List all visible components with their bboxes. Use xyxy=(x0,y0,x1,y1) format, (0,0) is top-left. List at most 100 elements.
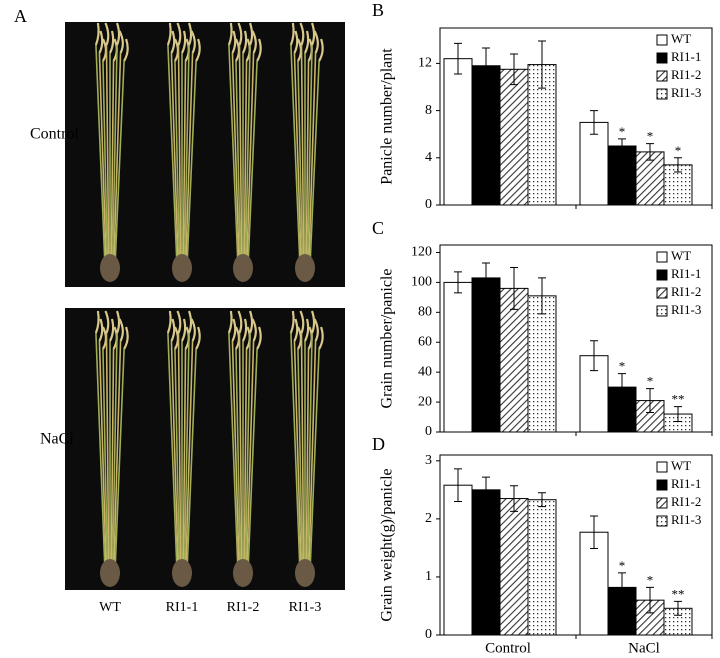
stem xyxy=(297,348,304,566)
legend-label: WT xyxy=(671,31,691,46)
panicle xyxy=(299,310,305,334)
legend-swatch xyxy=(656,269,668,281)
legend-swatch xyxy=(656,88,668,100)
y-tick-label: 4 xyxy=(425,150,432,165)
stem xyxy=(177,44,182,261)
stem xyxy=(309,348,320,566)
stem xyxy=(167,332,178,566)
stem xyxy=(170,340,179,566)
error-bar xyxy=(674,406,682,423)
stem xyxy=(174,60,181,261)
error-bar xyxy=(510,485,518,512)
panicle xyxy=(227,310,233,334)
legend-swatch xyxy=(656,515,668,527)
error-bar xyxy=(646,143,654,161)
y-axis-label: Grain number/panicle xyxy=(379,269,396,409)
panicle xyxy=(98,318,104,342)
bar xyxy=(527,499,557,636)
panicle xyxy=(231,30,237,54)
x-tick-label: NaCl xyxy=(628,640,660,656)
legend-label: WT xyxy=(671,248,691,263)
panicle xyxy=(104,22,110,46)
error-bar xyxy=(618,373,626,402)
panicle xyxy=(251,318,257,342)
panicle xyxy=(227,22,233,46)
bar xyxy=(443,281,473,433)
panicle xyxy=(190,318,196,342)
panicle xyxy=(195,326,201,350)
panicle xyxy=(289,310,295,334)
stem xyxy=(243,348,248,566)
panicle xyxy=(115,310,121,334)
panicle xyxy=(242,30,248,54)
panicle xyxy=(94,22,100,46)
y-tick-label: 100 xyxy=(411,275,432,290)
stem xyxy=(308,340,317,566)
panicle xyxy=(94,310,100,334)
bar xyxy=(471,277,501,433)
legend-swatch xyxy=(656,34,668,46)
stem xyxy=(186,348,197,566)
bar xyxy=(471,65,501,206)
significance: * xyxy=(675,143,682,158)
panicle xyxy=(293,318,299,342)
stem xyxy=(244,332,251,566)
stem xyxy=(293,52,302,261)
panicle xyxy=(181,30,187,54)
bar xyxy=(607,145,637,206)
stem xyxy=(111,44,118,261)
root xyxy=(172,559,192,587)
bar xyxy=(579,531,609,636)
panicle xyxy=(248,310,254,334)
panicle xyxy=(318,38,324,62)
panicle xyxy=(109,318,115,342)
y-tick-label: 80 xyxy=(418,305,432,320)
significance: * xyxy=(647,572,654,587)
stem xyxy=(95,44,106,261)
root xyxy=(172,254,192,282)
error-bar xyxy=(646,586,654,614)
y-tick-label: 60 xyxy=(418,334,432,349)
error-bar xyxy=(482,262,490,294)
stem xyxy=(113,340,122,566)
stem xyxy=(114,60,125,261)
legend-label: RI1-3 xyxy=(671,512,701,527)
stem xyxy=(247,348,258,566)
bar xyxy=(471,489,501,636)
stem xyxy=(170,52,179,261)
stem xyxy=(300,44,305,261)
significance: ** xyxy=(672,392,685,407)
legend-swatch xyxy=(656,305,668,317)
stem xyxy=(290,332,301,566)
stem xyxy=(110,60,115,261)
error-bar xyxy=(482,476,490,504)
stem xyxy=(297,60,304,261)
panicle xyxy=(256,38,262,62)
significance: * xyxy=(619,359,626,374)
panicle xyxy=(187,22,193,46)
error-bar xyxy=(454,468,462,502)
stem xyxy=(186,60,197,261)
stem xyxy=(167,44,178,261)
stem xyxy=(247,60,258,261)
panel-label: A xyxy=(14,6,27,26)
panicle xyxy=(293,30,299,54)
stem xyxy=(238,332,243,566)
y-tick-label: 1 xyxy=(425,569,432,584)
legend-label: RI1-2 xyxy=(671,284,701,299)
panicle xyxy=(176,22,182,46)
error-bar xyxy=(618,572,626,603)
panicle xyxy=(231,318,237,342)
legend-swatch xyxy=(656,251,668,263)
panicle xyxy=(123,326,129,350)
row-label: Control xyxy=(30,126,79,143)
panel-label: B xyxy=(372,0,384,20)
y-tick-label: 0 xyxy=(425,627,432,642)
stem xyxy=(228,44,239,261)
legend-label: RI1-1 xyxy=(671,476,701,491)
panicle xyxy=(237,22,243,46)
stem xyxy=(235,60,242,261)
y-tick-label: 12 xyxy=(418,56,432,71)
error-bar xyxy=(590,515,598,549)
